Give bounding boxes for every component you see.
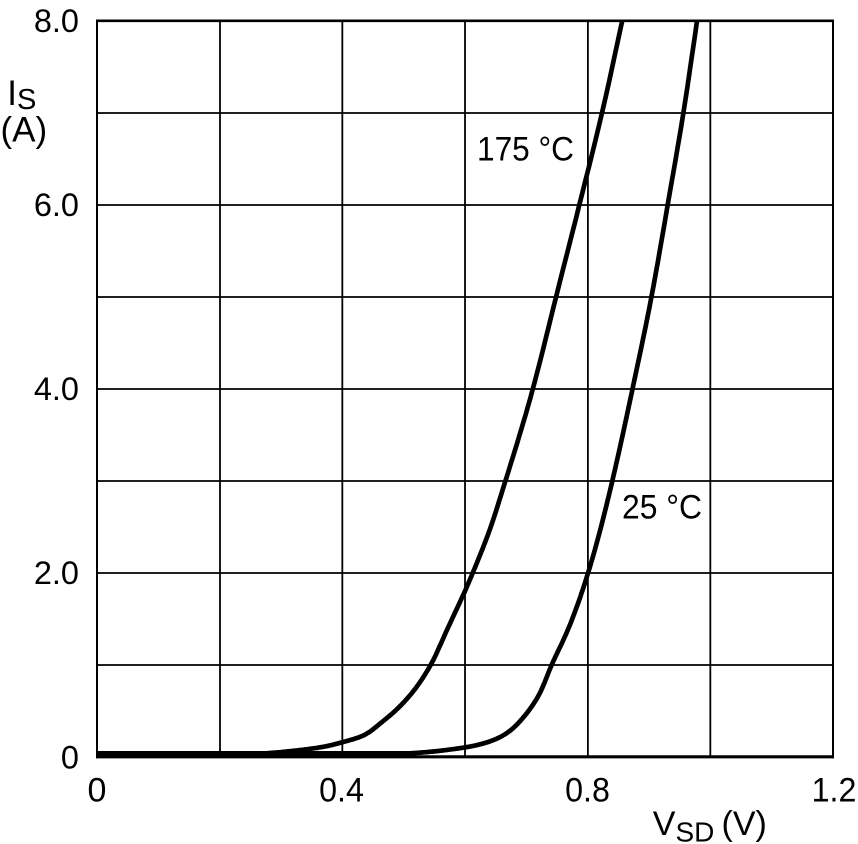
svg-text:4.0: 4.0 xyxy=(34,371,79,407)
svg-text:0.4: 0.4 xyxy=(319,772,364,810)
svg-text:25 °C: 25 °C xyxy=(622,489,702,527)
svg-text:0: 0 xyxy=(88,772,107,810)
svg-text:(V): (V) xyxy=(722,805,767,843)
svg-text:1.2: 1.2 xyxy=(812,772,857,810)
svg-text:0: 0 xyxy=(61,739,79,775)
svg-text:0.8: 0.8 xyxy=(565,772,610,810)
svg-text:8.0: 8.0 xyxy=(34,3,79,39)
svg-text:2.0: 2.0 xyxy=(34,555,79,591)
svg-text:6.0: 6.0 xyxy=(34,187,79,223)
svg-text:175 °C: 175 °C xyxy=(477,130,574,168)
svg-text:(A): (A) xyxy=(1,110,48,149)
